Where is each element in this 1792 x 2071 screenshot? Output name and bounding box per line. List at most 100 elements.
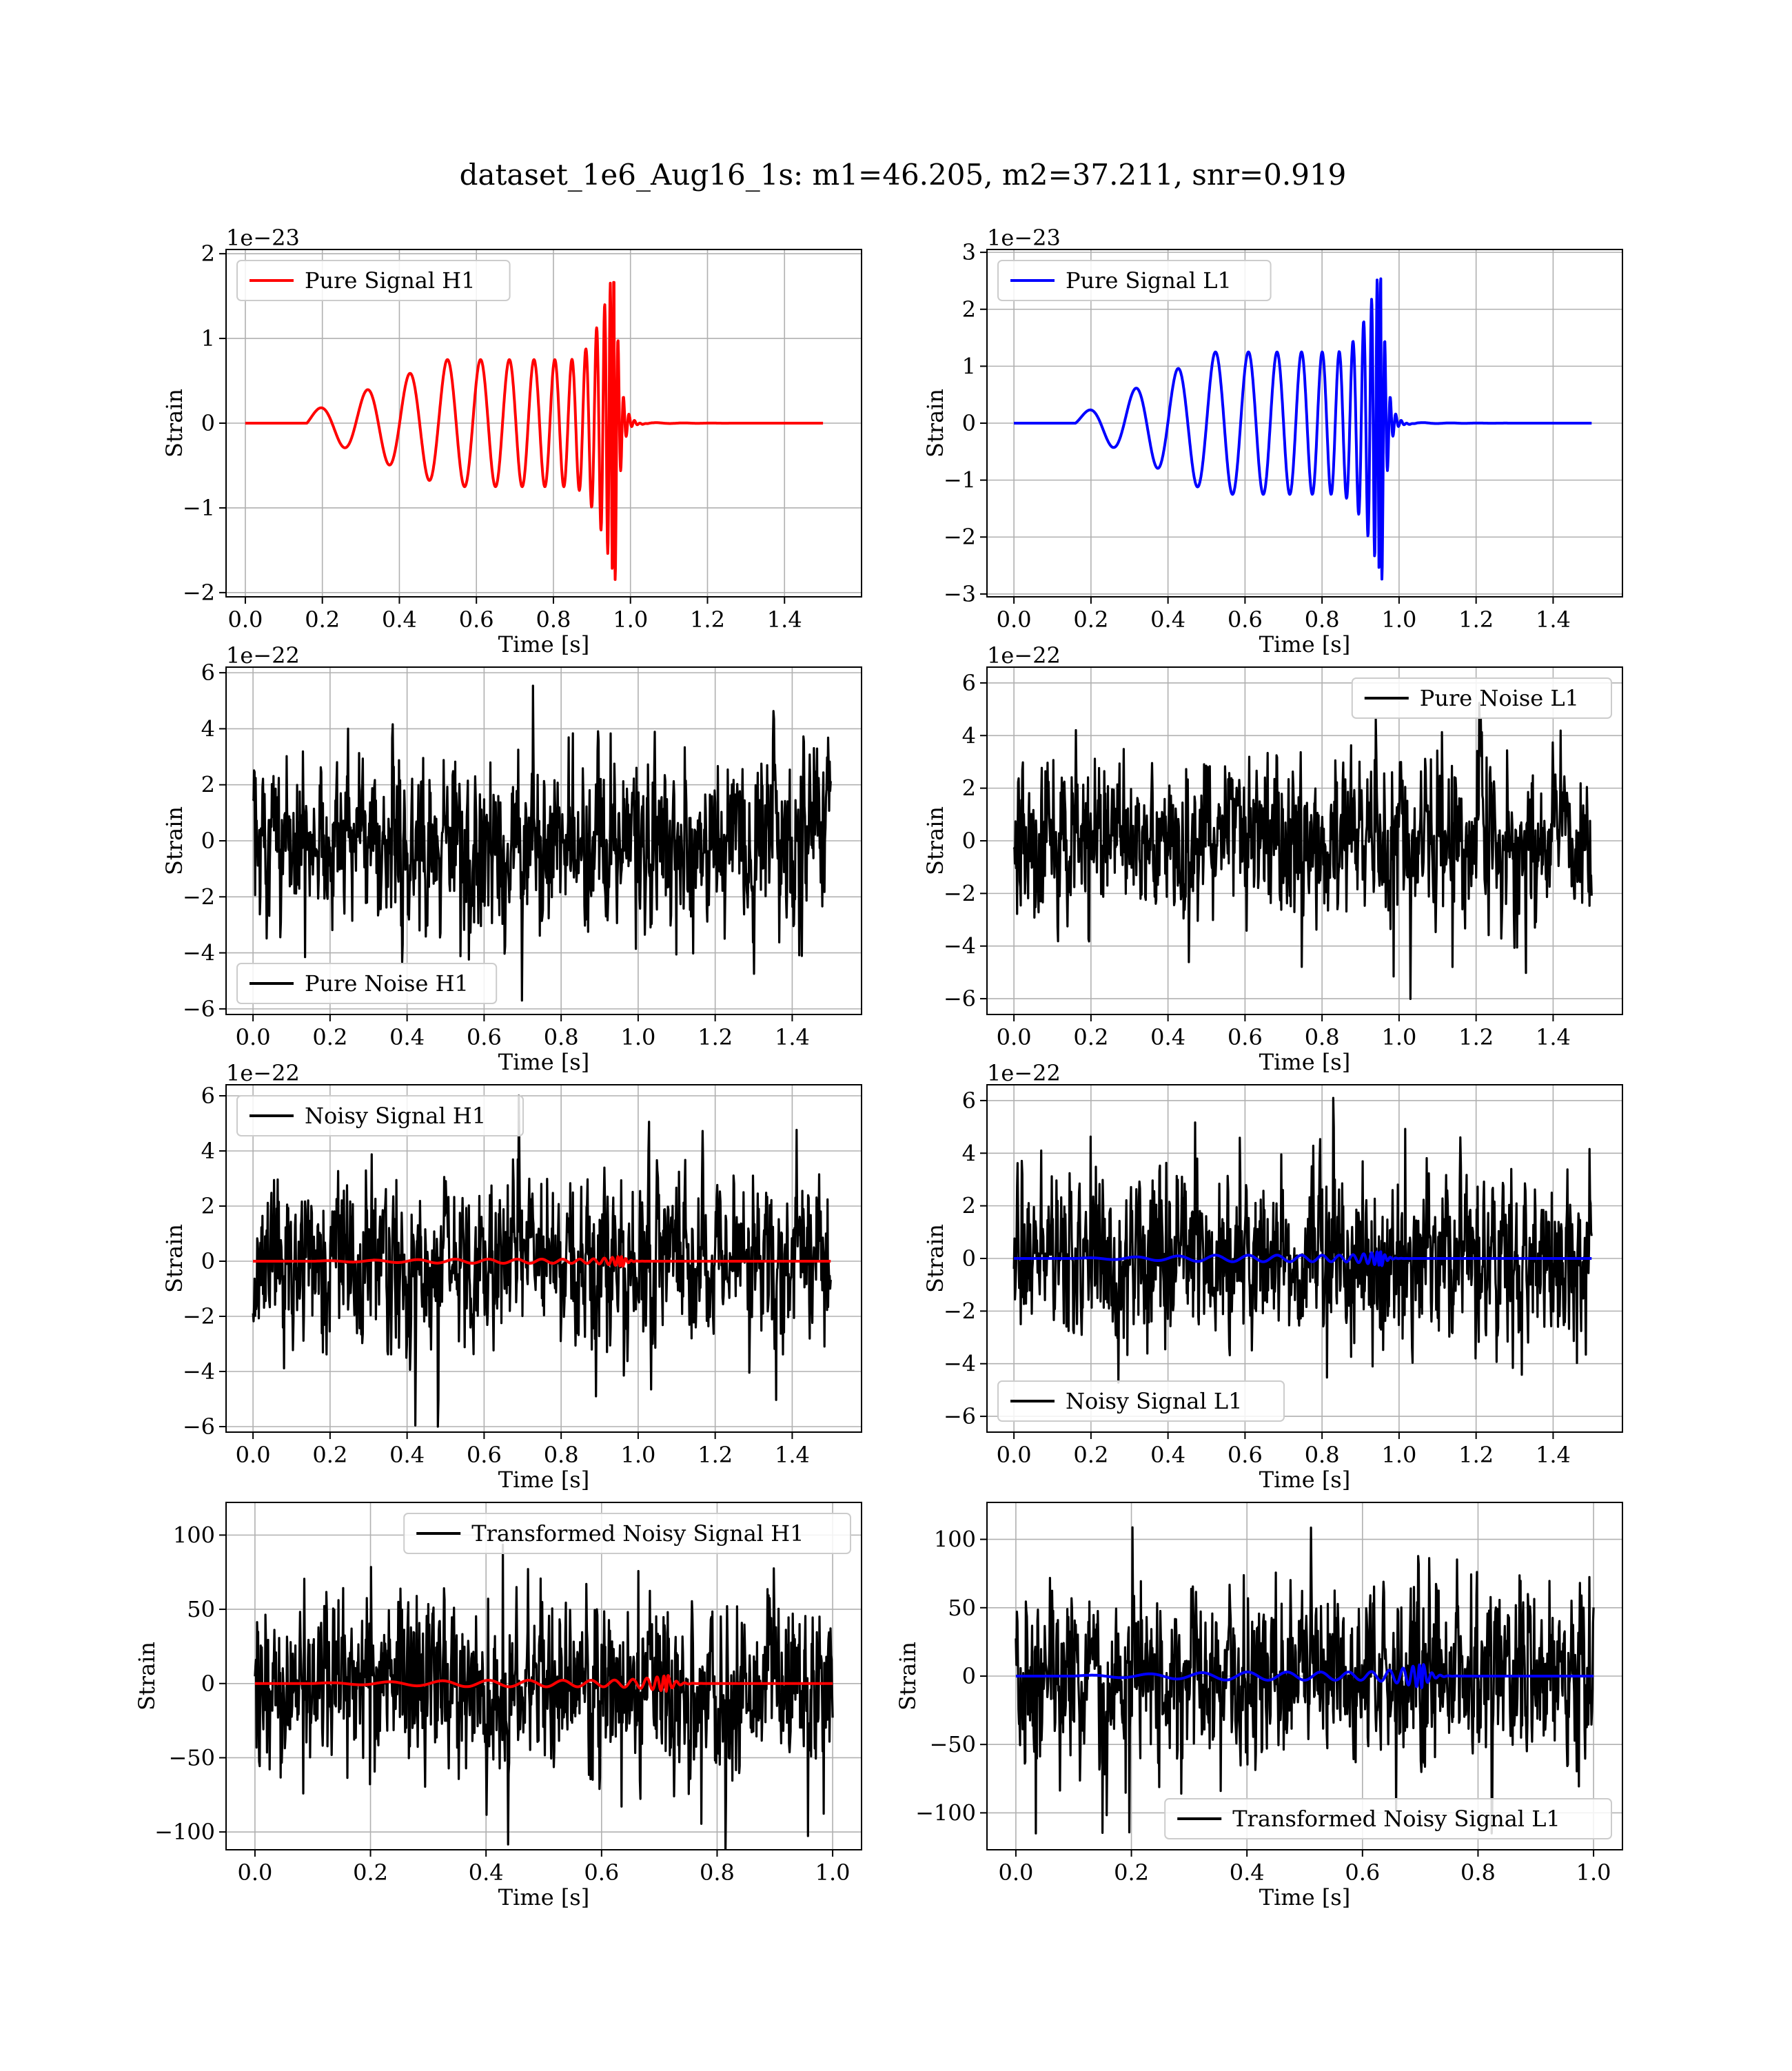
panel-pure-signal-h1: 0.0 0.2 0.4 0.6 0.8 1.0 1.2 1.4 −2 −1 0 1 2 Time [s] S… (161, 225, 862, 657)
y-tick-label: −2 (944, 880, 976, 906)
x-tick-label: 1.0 (620, 1442, 655, 1468)
x-axis-label: Time [s] (498, 1884, 589, 1910)
legend: Pure Signal L1 (997, 260, 1272, 301)
legend-box (997, 1380, 1285, 1422)
y-axis-label: Strain (134, 1642, 160, 1711)
y-tick-label: −100 (154, 1819, 215, 1845)
x-tick-label: 1.0 (1381, 606, 1416, 633)
y-tick-label: 1 (201, 325, 215, 351)
x-tick-label: 0.8 (1460, 1859, 1496, 1886)
y-tick-label: −6 (944, 986, 976, 1012)
x-tick-label: 0.8 (1305, 606, 1340, 633)
x-tick-label: 0.4 (1150, 1442, 1185, 1468)
axis-offset-text: 1e−22 (226, 1060, 300, 1086)
y-tick-label: −50 (168, 1744, 215, 1771)
panel-transformed-noisy-signal-h1: 0.0 0.2 0.4 0.6 0.8 1.0 −100 −50 0 50 100 Time [s] S… (134, 1502, 862, 1910)
x-tick-label: 0.6 (467, 1024, 502, 1050)
legend-box (997, 260, 1272, 301)
legend-label: Pure Noise H1 (305, 970, 469, 997)
x-tick-label: 0.2 (312, 1442, 347, 1468)
y-tick-label: 2 (201, 1193, 215, 1219)
legend-box (403, 1513, 851, 1554)
x-tick-label: 1.0 (1381, 1442, 1416, 1468)
axes-frame (225, 1502, 862, 1850)
y-tick-label: −1 (944, 467, 976, 493)
axis-offset-text: 1e−22 (987, 1060, 1061, 1086)
x-tick-label: 0.6 (1345, 1859, 1380, 1886)
x-tick-label: 0.2 (1114, 1859, 1149, 1886)
legend: Transformed Noisy Signal H1 (403, 1513, 851, 1554)
panel-noisy-signal-l1: 0.0 0.2 0.4 0.6 0.8 1.0 1.2 1.4 −6 −4 −2 0 2 4 6 Time [… (922, 1060, 1623, 1493)
y-tick-label: 0 (201, 1248, 215, 1274)
series-line-noisy-signal-h1 (252, 1094, 832, 1428)
y-axis-label: Strain (161, 389, 187, 458)
y-tick-label: 100 (934, 1527, 976, 1553)
y-tick-label: −1 (183, 495, 215, 521)
legend-box (236, 1095, 524, 1136)
y-tick-label: −4 (183, 1358, 215, 1385)
y-tick-label: 3 (962, 239, 976, 265)
y-tick-label: 2 (962, 1193, 976, 1219)
panel-pure-signal-l1: 0.0 0.2 0.4 0.6 0.8 1.0 1.2 1.4 −3 −2 −1 0 1 2 3 Time [… (922, 225, 1623, 657)
x-tick-label: 0.0 (227, 606, 263, 633)
y-tick-label: −4 (944, 933, 976, 959)
x-tick-label: 0.2 (1073, 1024, 1108, 1050)
x-tick-label: 0.0 (997, 606, 1032, 633)
legend-label: Pure Noise L1 (1420, 685, 1579, 711)
x-tick-label: 0.8 (1305, 1442, 1340, 1468)
x-tick-label: 0.4 (469, 1859, 504, 1886)
y-axis-label: Strain (895, 1642, 921, 1711)
y-tick-label: 0 (201, 410, 215, 436)
x-tick-label: 1.4 (1536, 1442, 1571, 1468)
y-tick-label: 6 (201, 660, 215, 686)
panel-pure-noise-h1: 0.0 0.2 0.4 0.6 0.8 1.0 1.2 1.4 −6 −4 −2 0 2 4 6 Time [… (161, 642, 862, 1075)
y-tick-label: 4 (962, 722, 976, 748)
series-line-noisy-signal-l1 (1012, 1096, 1593, 1384)
x-tick-label: 0.0 (997, 1442, 1032, 1468)
y-tick-label: −4 (944, 1351, 976, 1377)
x-tick-label: 0.2 (305, 606, 340, 633)
y-tick-label: −50 (929, 1731, 976, 1757)
x-tick-label: 0.2 (353, 1859, 388, 1886)
legend: Noisy Signal H1 (236, 1095, 524, 1136)
legend: Pure Noise L1 (1351, 677, 1613, 719)
y-tick-label: −6 (183, 996, 215, 1022)
figure-title: dataset_1e6_Aug16_1s: m1=46.205, m2=37.2… (460, 158, 1347, 192)
x-tick-label: 1.2 (1458, 1024, 1494, 1050)
y-tick-label: 4 (962, 1140, 976, 1166)
y-tick-label: 50 (187, 1596, 215, 1622)
x-tick-label: 0.4 (389, 1024, 425, 1050)
y-tick-label: −3 (944, 581, 976, 607)
x-axis-label: Time [s] (1259, 1467, 1350, 1493)
y-tick-label: −100 (915, 1799, 976, 1826)
x-tick-label: 1.2 (1458, 1442, 1494, 1468)
series-line-transformed-noisy-signal-h1 (254, 1543, 834, 1850)
y-tick-label: −2 (944, 524, 976, 550)
x-tick-label: 0.4 (1230, 1859, 1265, 1886)
x-axis-label: Time [s] (1259, 1884, 1350, 1910)
x-tick-label: 0.0 (236, 1024, 271, 1050)
legend-box (1164, 1798, 1612, 1839)
y-axis-label: Strain (161, 806, 187, 875)
legend-label: Noisy Signal L1 (1066, 1388, 1243, 1414)
legend-box (236, 963, 498, 1004)
y-tick-label: 0 (962, 1245, 976, 1272)
y-tick-label: 2 (201, 772, 215, 798)
x-tick-label: 0.8 (536, 606, 571, 633)
y-tick-label: 4 (201, 1138, 215, 1164)
y-tick-label: −2 (944, 1298, 976, 1324)
x-tick-label: 0.6 (584, 1859, 619, 1886)
x-tick-label: 1.4 (1536, 606, 1571, 633)
legend-label: Noisy Signal H1 (305, 1103, 486, 1129)
x-tick-label: 0.2 (1073, 606, 1108, 633)
y-tick-label: −4 (183, 940, 215, 966)
axis-offset-text: 1e−22 (987, 642, 1061, 669)
y-tick-label: 6 (962, 670, 976, 696)
series-line-chirp-overlay (254, 1674, 834, 1693)
x-axis-label: Time [s] (1259, 1049, 1350, 1075)
series-line-pure-noise-l1 (1012, 702, 1593, 1000)
y-tick-label: 2 (962, 775, 976, 802)
series-line-pure-signal-l1 (1014, 277, 1593, 581)
